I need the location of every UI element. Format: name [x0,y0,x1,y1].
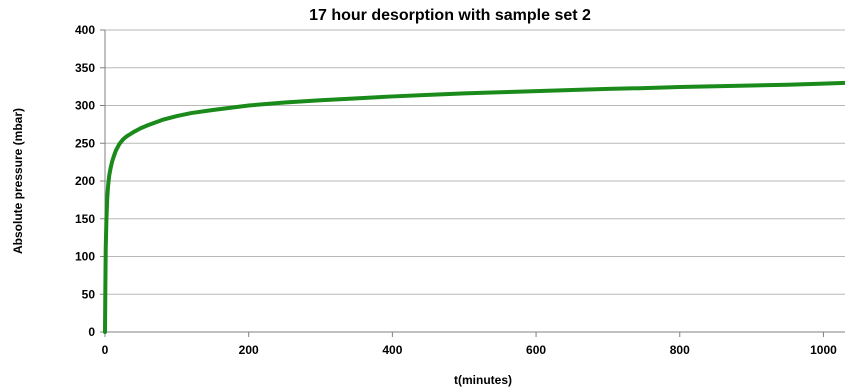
y-axis-ticks: 0 50 100 150 200 250 300 350 400 [75,23,105,339]
x-tick-label: 600 [526,343,546,357]
x-tick-label: 800 [670,343,690,357]
x-axis-ticks: 0 200 400 600 800 1000 [102,332,837,357]
y-tick-label: 400 [75,23,95,37]
x-tick-label: 400 [382,343,402,357]
y-axis-label: Absolute pressure (mbar) [11,108,25,254]
chart-title: 17 hour desorption with sample set 2 [309,7,591,24]
y-tick-label: 300 [75,99,95,113]
x-axis-label: t(minutes) [454,373,512,387]
y-tick-label: 200 [75,174,95,188]
x-tick-label: 0 [102,343,109,357]
series-line-1 [103,80,845,334]
x-tick-label: 200 [239,343,259,357]
y-tick-label: 50 [82,287,96,301]
y-tick-label: 250 [75,136,95,150]
y-tick-label: 0 [88,325,95,339]
series-group [103,80,845,334]
y-tick-label: 150 [75,212,95,226]
grid [105,29,845,295]
y-tick-label: 350 [75,61,95,75]
y-tick-label: 100 [75,250,95,264]
x-tick-label: 1000 [810,343,837,357]
